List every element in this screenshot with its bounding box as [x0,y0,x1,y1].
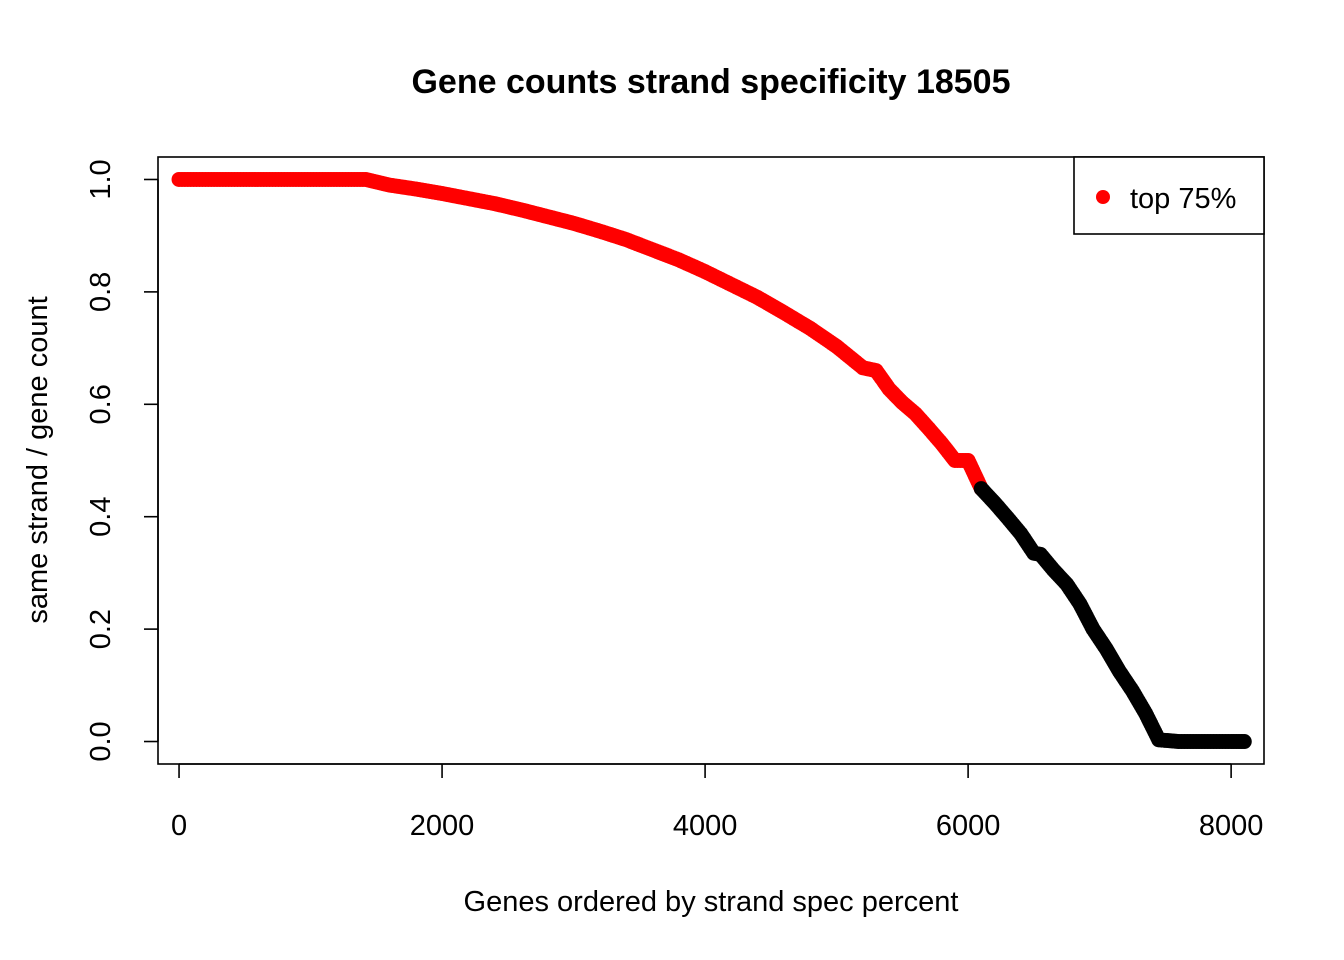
y-tick-label: 1.0 [85,159,117,199]
data-point [1236,734,1252,750]
y-axis-label: same strand / gene count [22,296,54,623]
y-tick-label: 0.0 [85,721,117,761]
x-tick-label: 6000 [936,810,1001,842]
legend-label-top-75: top 75% [1130,183,1236,215]
series-top-75 [171,171,989,497]
x-tick-label: 4000 [673,810,738,842]
x-tick-label: 2000 [410,810,475,842]
y-axis: 0.0 0.2 0.4 0.6 0.8 1.0 [85,159,159,762]
y-tick-label: 0.6 [85,384,117,424]
y-tick-label: 0.2 [85,609,117,649]
x-axis: 0 2000 4000 6000 8000 [171,763,1264,842]
series-remaining [973,481,1252,750]
x-tick-label: 8000 [1199,810,1264,842]
x-axis-label: Genes ordered by strand spec percent [464,886,959,918]
plot-area-frame [157,156,1265,765]
y-tick-label: 0.4 [85,497,117,537]
chart-title: Gene counts strand specificity 18505 [411,63,1010,101]
legend-marker-top-75 [1096,190,1110,204]
x-tick-label: 0 [171,810,187,842]
legend: top 75% [1073,156,1265,235]
series-layer [171,171,1252,750]
y-tick-label: 0.8 [85,272,117,312]
